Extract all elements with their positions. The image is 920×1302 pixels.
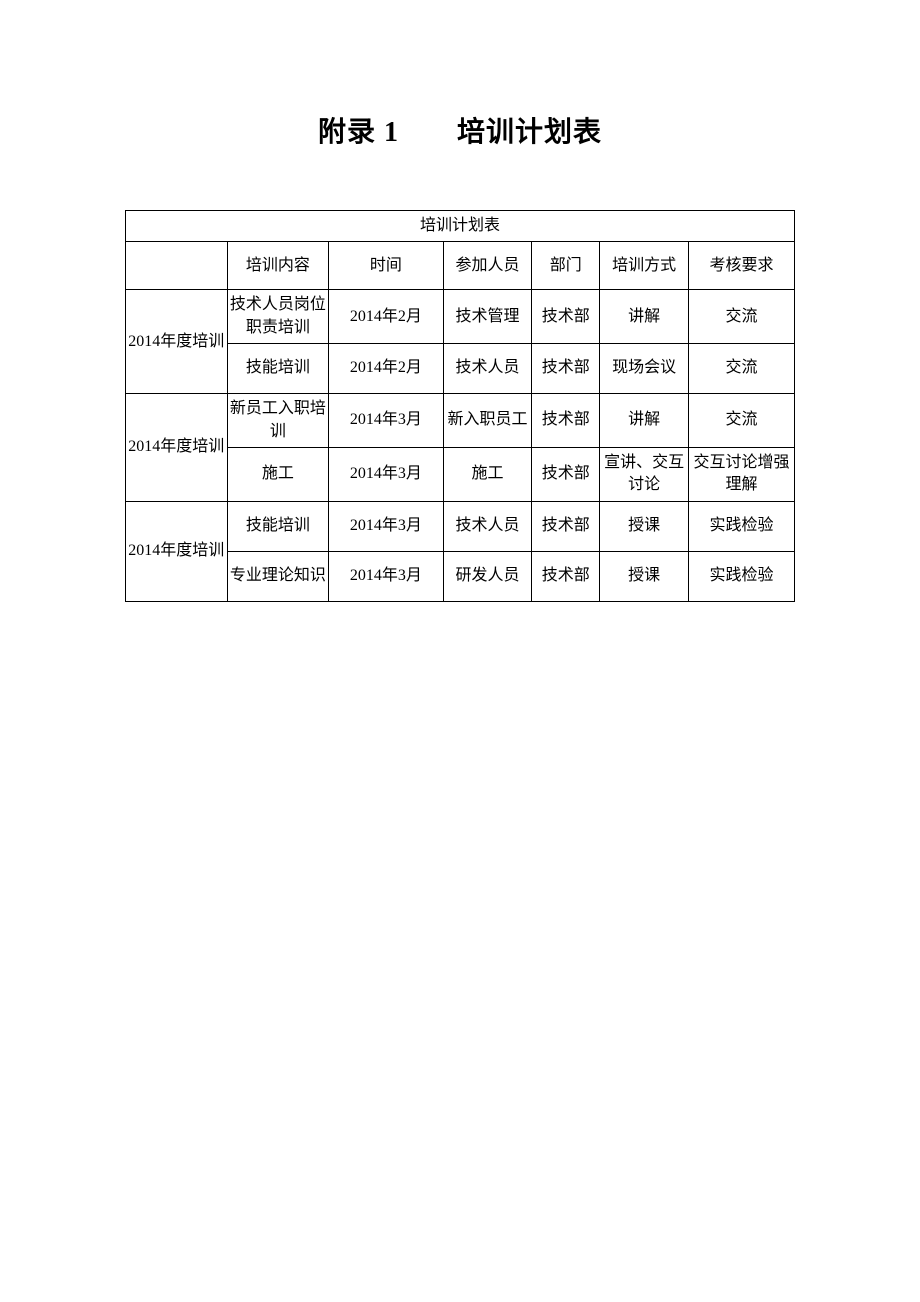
col-header-time: 时间 xyxy=(329,242,443,290)
cell-people: 技术管理 xyxy=(443,290,532,344)
cell-req: 实践检验 xyxy=(689,501,795,551)
cell-time: 2014年3月 xyxy=(329,394,443,448)
cell-time: 2014年2月 xyxy=(329,290,443,344)
cell-req: 实践检验 xyxy=(689,551,795,601)
table-row: 2014年度培训 技术人员岗位职责培训 2014年2月 技术管理 技术部 讲解 … xyxy=(126,290,795,344)
cell-dept: 技术部 xyxy=(532,290,600,344)
table-row: 2014年度培训 新员工入职培训 2014年3月 新入职员工 技术部 讲解 交流 xyxy=(126,394,795,448)
training-table: 培训计划表 培训内容 时间 参加人员 部门 培训方式 考核要求 2014年度培训… xyxy=(125,210,795,602)
cell-dept: 技术部 xyxy=(532,551,600,601)
cell-content: 技能培训 xyxy=(227,344,329,394)
group-label: 2014年度培训 xyxy=(126,501,228,601)
col-header-people: 参加人员 xyxy=(443,242,532,290)
col-header-group xyxy=(126,242,228,290)
cell-content: 施工 xyxy=(227,447,329,501)
col-header-req: 考核要求 xyxy=(689,242,795,290)
table-caption: 培训计划表 xyxy=(126,211,795,242)
cell-req: 交流 xyxy=(689,344,795,394)
cell-method: 宣讲、交互讨论 xyxy=(600,447,689,501)
cell-dept: 技术部 xyxy=(532,501,600,551)
cell-content: 专业理论知识 xyxy=(227,551,329,601)
col-header-dept: 部门 xyxy=(532,242,600,290)
cell-req: 交流 xyxy=(689,394,795,448)
table-header-row: 培训内容 时间 参加人员 部门 培训方式 考核要求 xyxy=(126,242,795,290)
col-header-method: 培训方式 xyxy=(600,242,689,290)
cell-people: 研发人员 xyxy=(443,551,532,601)
table-row: 2014年度培训 技能培训 2014年3月 技术人员 技术部 授课 实践检验 xyxy=(126,501,795,551)
cell-method: 现场会议 xyxy=(600,344,689,394)
cell-dept: 技术部 xyxy=(532,447,600,501)
cell-people: 技术人员 xyxy=(443,344,532,394)
cell-content: 技术人员岗位职责培训 xyxy=(227,290,329,344)
cell-method: 授课 xyxy=(600,501,689,551)
group-label: 2014年度培训 xyxy=(126,394,228,502)
cell-time: 2014年3月 xyxy=(329,447,443,501)
cell-time: 2014年2月 xyxy=(329,344,443,394)
cell-people: 施工 xyxy=(443,447,532,501)
cell-req: 交互讨论增强理解 xyxy=(689,447,795,501)
cell-dept: 技术部 xyxy=(532,394,600,448)
cell-method: 讲解 xyxy=(600,394,689,448)
cell-people: 技术人员 xyxy=(443,501,532,551)
cell-method: 讲解 xyxy=(600,290,689,344)
cell-content: 技能培训 xyxy=(227,501,329,551)
table-caption-row: 培训计划表 xyxy=(126,211,795,242)
cell-method: 授课 xyxy=(600,551,689,601)
cell-people: 新入职员工 xyxy=(443,394,532,448)
training-table-container: 培训计划表 培训内容 时间 参加人员 部门 培训方式 考核要求 2014年度培训… xyxy=(125,210,795,602)
page-title: 附录 1 培训计划表 xyxy=(0,110,920,150)
cell-time: 2014年3月 xyxy=(329,551,443,601)
cell-content: 新员工入职培训 xyxy=(227,394,329,448)
col-header-content: 培训内容 xyxy=(227,242,329,290)
group-label: 2014年度培训 xyxy=(126,290,228,394)
cell-time: 2014年3月 xyxy=(329,501,443,551)
cell-req: 交流 xyxy=(689,290,795,344)
cell-dept: 技术部 xyxy=(532,344,600,394)
